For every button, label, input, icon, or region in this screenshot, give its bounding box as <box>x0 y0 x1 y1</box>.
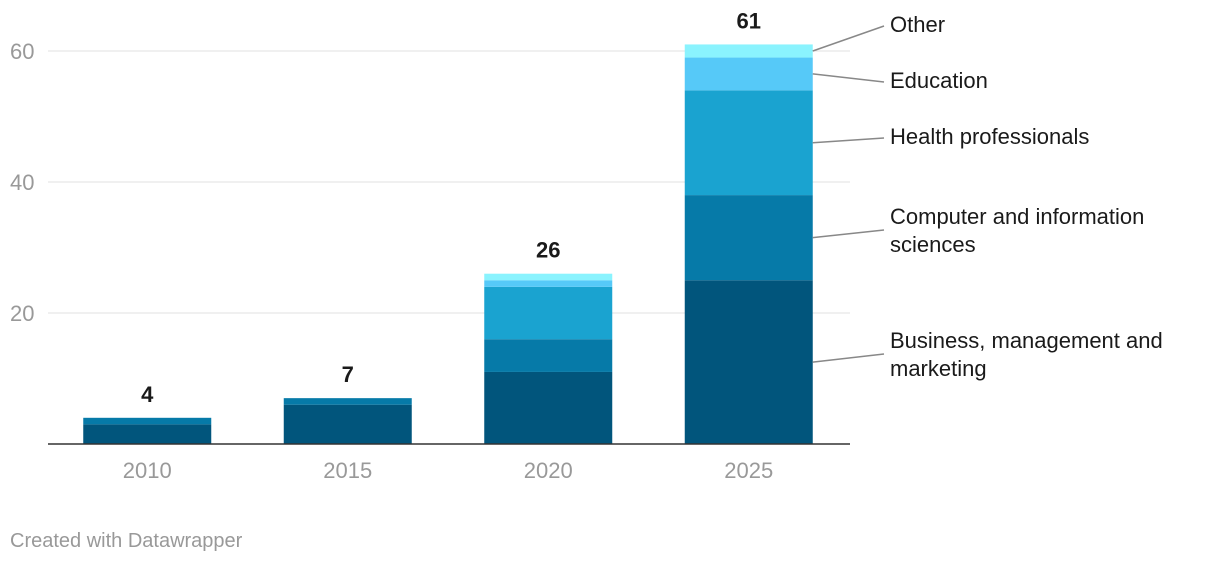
legend-label-1: Computer and information sciences <box>890 204 1144 257</box>
legend-label-4: Other <box>890 12 945 37</box>
y-tick-label-40: 40 <box>10 170 34 195</box>
x-tick-label-2015: 2015 <box>323 458 372 483</box>
bar-segment-2020-0 <box>484 371 613 444</box>
legend-leader-line-3 <box>812 73 885 83</box>
bar-segment-2020-2 <box>484 286 613 340</box>
bar-segment-2015-1 <box>283 398 412 405</box>
bar-segment-2020-1 <box>484 339 613 372</box>
bar-segment-2025-4 <box>684 44 813 58</box>
legend-label-2: Health professionals <box>890 124 1089 149</box>
legend-label-0: Business, management and marketing <box>890 328 1163 381</box>
bar-segment-2025-2 <box>684 90 813 196</box>
footer-credit: Created with Datawrapper <box>10 530 243 552</box>
legend-label-3: Education <box>890 68 988 93</box>
bar-segment-2015-0 <box>283 404 412 444</box>
total-label-2025: 61 <box>737 8 761 33</box>
x-tick-label-2010: 2010 <box>123 458 172 483</box>
x-tick-label-2025: 2025 <box>724 458 773 483</box>
x-tick-label-2020: 2020 <box>524 458 573 483</box>
legend-leader-line-4 <box>812 25 885 52</box>
bar-segment-2025-3 <box>684 57 813 91</box>
legend-leader-line-1 <box>812 229 885 239</box>
total-label-2015: 7 <box>342 362 354 387</box>
stacked-bar-chart: 20 40 60 4 2010 7 2015 26 2020 61 2025 Business, ma… <box>10 8 1163 483</box>
legend-leader-line-2 <box>812 137 885 144</box>
y-tick-label-60: 60 <box>10 39 34 64</box>
bar-segment-2010-0 <box>83 424 212 444</box>
y-tick-label-20: 20 <box>10 301 34 326</box>
total-label-2010: 4 <box>141 382 154 407</box>
bar-segment-2020-3 <box>484 280 613 287</box>
bar-segment-2010-1 <box>83 417 212 425</box>
bar-segment-2025-1 <box>684 195 813 281</box>
total-label-2020: 26 <box>536 238 560 263</box>
legend-leader-line-0 <box>812 353 885 363</box>
bar-segment-2025-0 <box>684 280 813 444</box>
bar-segment-2020-4 <box>484 273 613 281</box>
